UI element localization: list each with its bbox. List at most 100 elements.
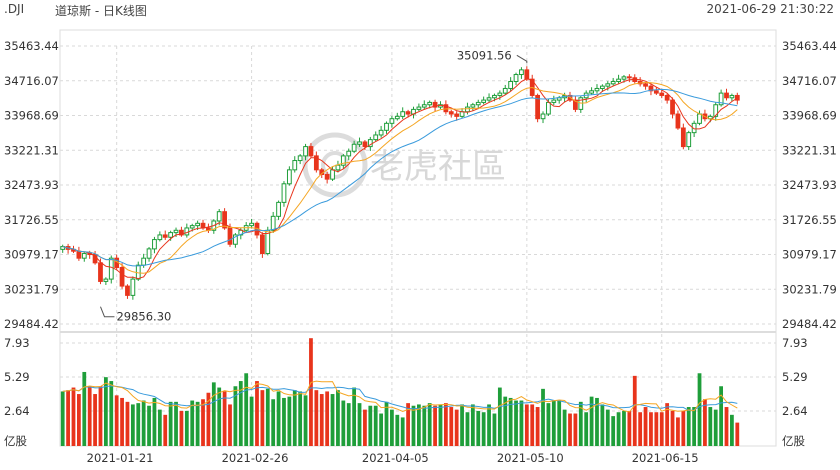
volume-bar [157, 409, 162, 446]
candle-body [76, 250, 82, 259]
candle-body [664, 94, 670, 101]
volume-unit-right: 亿股 [782, 434, 805, 448]
volume-bar [179, 410, 184, 446]
volume-bar [470, 404, 475, 446]
volume-bar [346, 403, 351, 446]
candle-body [443, 104, 449, 113]
candle-body [98, 262, 103, 282]
volume-bar [244, 373, 249, 446]
min-annotation-line [100, 306, 115, 318]
volume-bar [514, 400, 518, 446]
volume-bar [541, 388, 545, 446]
volume-bar [497, 387, 502, 446]
price-tick-right: 34716.07 [782, 74, 837, 88]
volume-bar [622, 410, 626, 446]
price-tick-right: 31726.55 [782, 213, 837, 227]
max-annotation-label: 35091.56 [457, 48, 512, 62]
volume-bar [427, 403, 432, 446]
volume-bar [303, 395, 308, 446]
price-tick-right: 30979.17 [782, 248, 837, 262]
candle-body [195, 222, 201, 227]
volume-bar [481, 412, 486, 446]
volume-bar [519, 400, 524, 446]
candle-body [286, 169, 292, 185]
volume-bar [508, 397, 513, 446]
candle-body [465, 106, 470, 113]
volume-bar [697, 373, 702, 446]
volume-bar [730, 414, 734, 446]
candle-body [362, 141, 368, 148]
candle-body [475, 101, 481, 106]
price-tick-left: 33968.69 [4, 109, 59, 123]
volume-bar [616, 412, 621, 446]
candle-body [340, 155, 346, 166]
volume-bar [632, 375, 637, 446]
candle-body [249, 222, 254, 227]
volume-bar [643, 407, 648, 446]
plot-frame [59, 29, 777, 447]
candle-body [670, 99, 675, 115]
candle-body [653, 90, 659, 94]
volume-bar [109, 381, 114, 446]
volume-bar [357, 403, 362, 446]
volume-bar [93, 394, 97, 446]
volume-bar [487, 404, 491, 446]
volume-bar [190, 400, 195, 446]
volume-bar [184, 410, 189, 446]
candle-body [734, 94, 740, 101]
candle-body [481, 99, 487, 103]
volume-bar [406, 403, 410, 446]
price-tick-right: 30231.79 [782, 282, 837, 296]
candle-body [222, 211, 227, 229]
candle-body [184, 227, 190, 236]
volume-bar [120, 397, 124, 446]
volume-bar [233, 386, 238, 446]
volume-bar [103, 377, 108, 446]
candle-body [616, 78, 621, 82]
candle-body [141, 257, 147, 266]
candle-body [724, 92, 729, 99]
volume-bar [568, 413, 572, 446]
date-tick: 2021-04-05 [362, 451, 429, 465]
candle-body [421, 104, 427, 108]
candle-body [313, 155, 319, 171]
min-annotation-label: 29856.30 [116, 310, 171, 324]
volume-bar [390, 409, 394, 446]
candle-body [152, 239, 157, 250]
volume-bar [654, 412, 659, 446]
date-tick: 2021-06-15 [632, 451, 699, 465]
volume-bar [670, 410, 675, 446]
volume-bar [703, 399, 707, 446]
candle-body [108, 257, 114, 280]
candle-body [335, 164, 341, 171]
candle-body [233, 234, 238, 245]
candle-body [378, 129, 384, 136]
price-tick-right: 35463.44 [782, 39, 837, 53]
volume-bar [368, 405, 373, 446]
date-tick: 2021-05-10 [497, 451, 564, 465]
candle-body [513, 74, 519, 82]
candle-body [621, 76, 627, 80]
candle-body [448, 111, 454, 115]
candle-body [680, 127, 686, 148]
candle-body [357, 141, 362, 145]
volume-bar [589, 396, 594, 446]
candle-body [659, 92, 665, 96]
price-tick-left: 31726.55 [4, 213, 59, 227]
candle-body [216, 211, 222, 222]
candle-body [697, 113, 702, 124]
candle-body [394, 115, 400, 120]
volume-bar [476, 410, 481, 446]
volume-bar [492, 413, 497, 446]
price-tick-left: 30231.79 [4, 282, 59, 296]
volume-bar [724, 407, 729, 446]
volume-unit-left: 亿股 [4, 434, 27, 448]
moving-average-lines [62, 78, 738, 280]
candle-body [546, 101, 551, 115]
candle-body [454, 113, 460, 117]
volume-bar [287, 396, 292, 446]
price-tick-left: 30979.17 [4, 248, 59, 262]
volume-bar [265, 388, 270, 446]
volume-bar [130, 404, 135, 446]
